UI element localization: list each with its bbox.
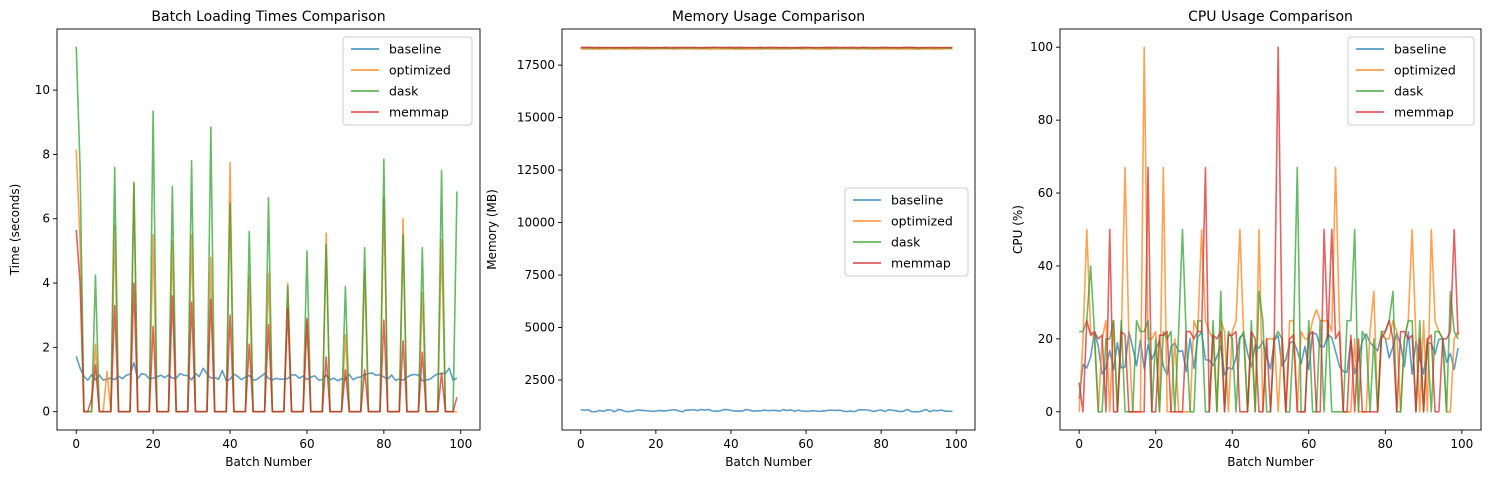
y-tick-label: 60: [1038, 186, 1053, 200]
y-axis-label: CPU (%): [1011, 205, 1025, 254]
legend-label-baseline: baseline: [389, 42, 442, 57]
x-tick-label: 60: [1301, 437, 1316, 451]
legend: baseline optimized dask memmap: [1347, 36, 1475, 126]
chart-title: Batch Loading Times Comparison: [151, 9, 385, 25]
x-tick-label: 60: [299, 437, 314, 451]
x-tick-label: 0: [72, 437, 80, 451]
x-tick-label: 100: [1450, 437, 1473, 451]
x-tick-label: 20: [1148, 437, 1163, 451]
legend-label-memmap: memmap: [1394, 105, 1454, 120]
legend-box: [1347, 36, 1475, 126]
series-line-memmap: [75, 229, 458, 413]
legend-box: [844, 187, 969, 277]
chart-panel-1: 0 20 40 60 80 100 0 2 4 6 8 10 Batch Loading Times C…: [8, 9, 481, 469]
legend-label-baseline: baseline: [1394, 42, 1447, 57]
x-axis-label: Batch Number: [725, 455, 812, 469]
y-tick-label: 4: [42, 276, 50, 290]
axes-frame: [1059, 28, 1482, 431]
y-tick-label: 2500: [524, 373, 555, 387]
x-tick-label: 80: [873, 437, 888, 451]
x-tick-label: 0: [1075, 437, 1083, 451]
y-tick-label: 2: [42, 340, 50, 354]
y-tick-label: 10000: [517, 216, 555, 230]
legend-label-dask: dask: [891, 235, 921, 250]
x-tick-label: 20: [145, 437, 160, 451]
y-tick-label: 0: [42, 405, 50, 419]
series-line-baseline: [580, 408, 953, 413]
axes-frame: [56, 28, 481, 431]
series-line-dask: [1079, 166, 1459, 413]
legend-label-dask: dask: [1394, 84, 1424, 99]
x-tick-label: 100: [449, 437, 472, 451]
y-tick-label: 20: [1038, 332, 1053, 346]
y-tick-label: 10: [35, 83, 50, 97]
x-tick-label: 80: [376, 437, 391, 451]
y-tick-label: 80: [1038, 113, 1053, 127]
chart-panel-2: 0 20 40 60 80 100 2500 5000 7500 10000 12500 15000 1…: [485, 9, 976, 469]
x-tick-label: 80: [1378, 437, 1393, 451]
legend-label-optimized: optimized: [891, 214, 953, 229]
y-tick-label: 5000: [524, 321, 555, 335]
chart-panel-3: 0 20 40 60 80 100 0 20 40 60 80 100 CPU Usage Compar…: [1011, 9, 1482, 469]
y-tick-label: 40: [1038, 259, 1053, 273]
y-tick-label: 0: [1045, 405, 1053, 419]
x-tick-label: 20: [648, 437, 663, 451]
y-axis-label: Time (seconds): [8, 184, 22, 277]
x-tick-label: 40: [1225, 437, 1240, 451]
series-line-memmap: [1078, 46, 1459, 413]
legend-label-memmap: memmap: [891, 256, 951, 271]
y-tick-label: 17500: [517, 58, 555, 72]
legend-label-memmap: memmap: [389, 105, 449, 120]
x-axis-label: Batch Number: [225, 455, 312, 469]
y-tick-label: 8: [42, 147, 50, 161]
y-tick-label: 6: [42, 212, 50, 226]
y-tick-label: 100: [1030, 40, 1053, 54]
chart-title: Memory Usage Comparison: [672, 9, 865, 25]
y-axis-label: Memory (MB): [485, 189, 499, 270]
x-tick-label: 60: [798, 437, 813, 451]
legend-label-baseline: baseline: [891, 193, 944, 208]
chart-title: CPU Usage Comparison: [1188, 9, 1353, 25]
x-tick-label: 40: [723, 437, 738, 451]
legend: baseline optimized dask memmap: [342, 36, 473, 126]
x-tick-label: 100: [945, 437, 968, 451]
y-tick-label: 7500: [524, 268, 555, 282]
series-line-optimized: [1078, 46, 1459, 413]
legend-label-optimized: optimized: [389, 63, 451, 78]
x-axis-label: Batch Number: [1227, 455, 1314, 469]
y-tick-label: 15000: [517, 111, 555, 125]
legend: baseline optimized dask memmap: [844, 187, 969, 277]
legend-label-dask: dask: [389, 84, 419, 99]
x-tick-label: 40: [222, 437, 237, 451]
legend-label-optimized: optimized: [1394, 63, 1456, 78]
y-tick-label: 12500: [517, 163, 555, 177]
x-tick-label: 0: [577, 437, 585, 451]
legend-box: [342, 36, 473, 126]
axes-frame: [561, 28, 976, 431]
